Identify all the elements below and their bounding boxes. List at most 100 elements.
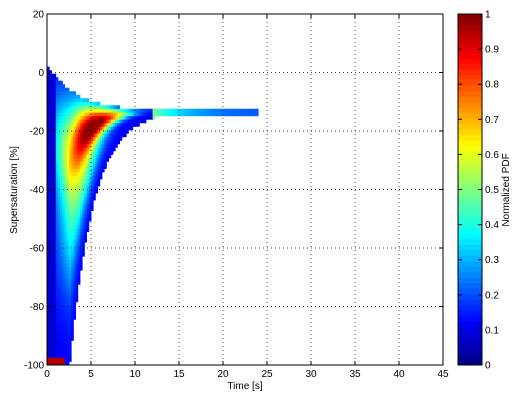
heatmap-cell <box>84 171 87 176</box>
heatmap-cell <box>77 189 81 194</box>
heatmap-cell <box>159 108 162 113</box>
heatmap-cell <box>80 228 83 233</box>
heatmap-cell <box>73 171 76 176</box>
heatmap-cell <box>71 147 74 152</box>
heatmap-cell <box>80 140 83 145</box>
heatmap-cell <box>102 143 105 148</box>
heatmap-cell <box>51 129 54 134</box>
heatmap-cell <box>69 284 72 289</box>
heatmap-cell <box>69 203 72 208</box>
heatmap-cell <box>77 256 81 261</box>
heatmap-cell <box>82 143 85 148</box>
heatmap-cell <box>62 140 65 145</box>
heatmap-cell <box>77 210 81 215</box>
heatmap-cell <box>97 157 101 162</box>
heatmap-cell <box>110 140 114 145</box>
heatmap-cell <box>93 119 96 124</box>
heatmap-cell <box>71 101 74 106</box>
heatmap-cell <box>93 154 96 159</box>
heatmap-cell <box>66 357 70 362</box>
heatmap-cell <box>97 143 101 148</box>
heatmap-cell <box>128 112 131 117</box>
heatmap-cell <box>71 171 74 176</box>
heatmap-cell <box>95 136 98 141</box>
colorbar-tick-label: 0.7 <box>485 115 499 126</box>
heatmap-cell <box>91 157 94 162</box>
heatmap-cell <box>84 112 87 117</box>
heatmap-cell <box>64 112 68 117</box>
heatmap-cell <box>102 119 105 124</box>
heatmap-cell <box>88 136 92 141</box>
heatmap-cell <box>47 357 65 365</box>
heatmap-cell <box>77 217 81 222</box>
heatmap-cell <box>135 122 138 127</box>
heatmap-cell <box>49 287 52 292</box>
heatmap-cell <box>80 245 83 250</box>
heatmap-cell <box>82 101 85 106</box>
heatmap-cell <box>71 214 74 218</box>
heatmap-cell <box>115 133 118 138</box>
heatmap-cell <box>69 136 72 141</box>
heatmap-cell <box>49 182 52 187</box>
heatmap-cell <box>69 196 72 201</box>
heatmap-cell <box>60 284 63 289</box>
heatmap-cell <box>137 119 140 124</box>
heatmap-cell <box>137 122 140 127</box>
heatmap-cell <box>75 221 79 225</box>
heatmap-cell <box>93 196 96 201</box>
heatmap-cell <box>58 214 61 218</box>
heatmap-cell <box>75 140 79 145</box>
heatmap-cell <box>47 224 50 229</box>
heatmap-cell <box>97 108 101 113</box>
heatmap-cell <box>249 108 252 113</box>
heatmap-cell <box>62 175 65 180</box>
heatmap-cell <box>73 256 76 261</box>
heatmap-cell <box>240 112 244 117</box>
heatmap-cell <box>71 193 74 197</box>
heatmap-cell <box>183 112 186 117</box>
heatmap-cell <box>99 171 103 176</box>
heatmap-cell <box>64 210 68 215</box>
heatmap-cell <box>55 231 59 236</box>
heatmap-cell <box>53 287 57 292</box>
heatmap-cell <box>86 224 90 229</box>
heatmap-cell <box>71 256 74 261</box>
heatmap-cell <box>201 112 204 117</box>
heatmap-cell <box>218 108 222 113</box>
heatmap-cell <box>77 105 81 110</box>
heatmap-cell <box>130 112 134 117</box>
heatmap-cell <box>58 263 61 268</box>
heatmap-cell <box>84 129 87 134</box>
heatmap-cell <box>73 235 76 240</box>
heatmap-cell <box>64 101 68 106</box>
heatmap-cell <box>69 161 72 166</box>
heatmap-cell <box>88 214 92 218</box>
heatmap-cell <box>49 291 52 296</box>
heatmap-cell <box>108 126 112 131</box>
heatmap-cell <box>64 280 68 285</box>
heatmap-cell <box>51 256 54 261</box>
heatmap-cell <box>75 189 79 194</box>
heatmap-cell <box>55 112 59 117</box>
heatmap-cell <box>64 214 68 218</box>
heatmap-cell <box>77 203 81 208</box>
heatmap-cell <box>130 115 134 120</box>
heatmap-cell <box>168 112 171 117</box>
heatmap-cell <box>91 200 94 204</box>
heatmap-cell <box>66 115 70 120</box>
heatmap-cell <box>88 200 92 204</box>
heatmap-cell <box>60 105 63 110</box>
heatmap-cell <box>58 119 61 124</box>
heatmap-cell <box>187 108 191 113</box>
heatmap-cell <box>51 87 54 92</box>
heatmap-cell <box>75 196 79 201</box>
heatmap-cell <box>53 336 57 341</box>
heatmap-cell <box>148 112 151 117</box>
heatmap-cell <box>86 207 90 211</box>
heatmap-cell <box>49 336 52 341</box>
x-tick-label: 5 <box>88 369 94 380</box>
heatmap-cell <box>84 196 87 201</box>
heatmap-cell <box>95 154 98 159</box>
colorbar-segment <box>458 315 482 322</box>
heatmap-cell <box>49 147 52 152</box>
